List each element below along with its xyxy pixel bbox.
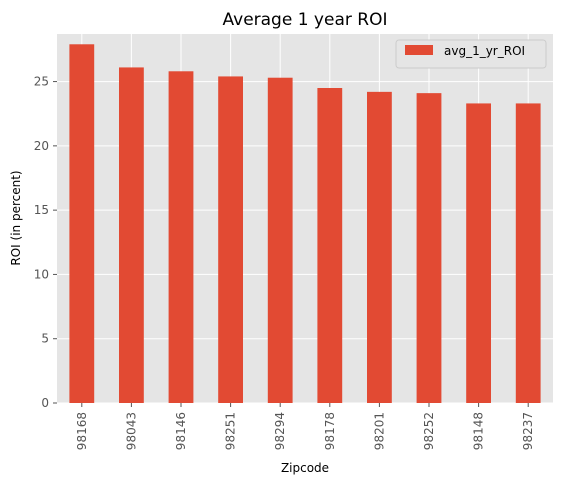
bar-98146 — [169, 71, 194, 403]
legend-label: avg_1_yr_ROI — [444, 44, 525, 58]
y-tick-label: 5 — [41, 332, 49, 346]
bar-98294 — [268, 78, 293, 403]
y-tick-label: 25 — [34, 75, 49, 89]
legend-swatch — [405, 45, 433, 55]
y-tick-label: 15 — [34, 203, 49, 217]
bar-98201 — [367, 92, 392, 403]
y-axis-ticks: 0 5 10 15 20 25 — [34, 75, 57, 410]
x-tick-label: 98168 — [75, 412, 89, 450]
chart-title: Average 1 year ROI — [223, 10, 388, 30]
x-tick-label: 98237 — [521, 412, 535, 450]
bar-98237 — [516, 103, 541, 403]
legend: avg_1_yr_ROI — [396, 40, 546, 68]
x-tick-label: 98043 — [124, 412, 138, 450]
x-axis-label: Zipcode — [281, 461, 329, 475]
y-tick-label: 10 — [34, 267, 49, 281]
y-tick-label: 0 — [41, 396, 49, 410]
x-tick-label: 98146 — [174, 412, 188, 450]
bar-98178 — [317, 88, 342, 403]
x-tick-label: 98294 — [273, 412, 287, 450]
bar-98043 — [119, 67, 144, 403]
x-tick-label: 98251 — [224, 412, 238, 450]
y-tick-label: 20 — [34, 139, 49, 153]
y-axis-label: ROI (in percent) — [9, 170, 23, 265]
bar-98148 — [466, 103, 491, 403]
bar-98251 — [218, 76, 243, 403]
x-tick-label: 98252 — [422, 412, 436, 450]
x-tick-label: 98178 — [323, 412, 337, 450]
x-axis-ticks: 98168 98043 98146 98251 98294 98178 98201 98252… — [75, 403, 535, 450]
bar-98168 — [69, 44, 94, 403]
bar-98252 — [417, 93, 442, 403]
x-tick-label: 98148 — [472, 412, 486, 450]
x-tick-label: 98201 — [372, 412, 386, 450]
